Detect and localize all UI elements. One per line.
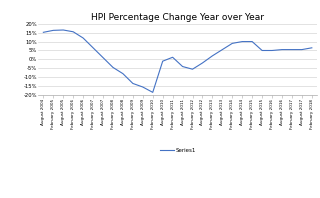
Series1	[111, 66, 115, 69]
Series1	[230, 42, 234, 45]
Series1	[201, 62, 204, 64]
Series1	[71, 30, 75, 33]
Series1	[81, 37, 85, 39]
Series1	[260, 49, 264, 52]
Series1	[250, 40, 254, 43]
Series1	[151, 91, 155, 93]
Series1	[191, 68, 195, 70]
Series1	[171, 56, 174, 58]
Series1	[310, 47, 314, 49]
Series1	[220, 48, 224, 51]
Series1	[121, 72, 125, 75]
Series1	[280, 48, 284, 51]
Series1	[131, 82, 135, 85]
Line: Series1: Series1	[44, 30, 312, 92]
Series1	[290, 48, 294, 51]
Series1	[270, 49, 274, 52]
Series1	[61, 29, 65, 31]
Series1	[161, 60, 164, 62]
Title: HPI Percentage Change Year over Year: HPI Percentage Change Year over Year	[91, 13, 264, 22]
Series1	[91, 47, 95, 49]
Series1	[101, 56, 105, 59]
Series1	[42, 31, 45, 33]
Series1	[211, 55, 214, 57]
Series1	[52, 29, 55, 31]
Series1	[240, 40, 244, 43]
Series1	[141, 86, 145, 88]
Series1	[181, 65, 185, 68]
Legend: Series1: Series1	[160, 148, 196, 153]
Series1	[300, 48, 304, 51]
